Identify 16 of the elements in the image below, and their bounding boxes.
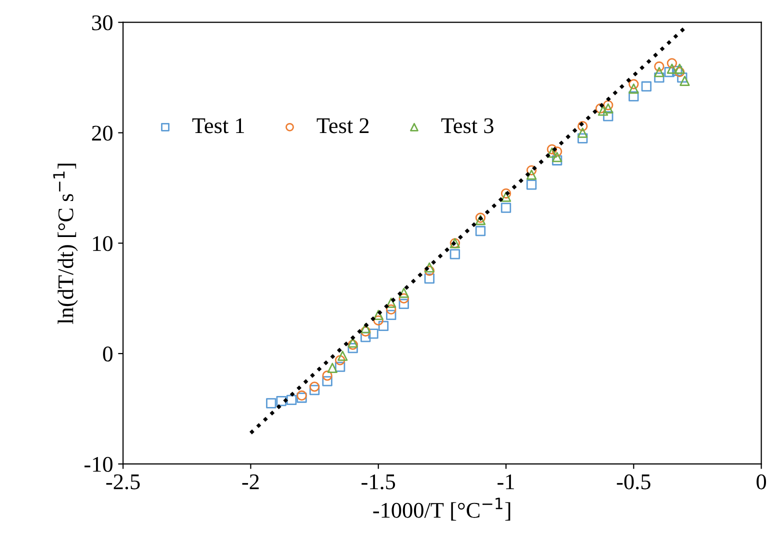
x-tick-label: -1 bbox=[498, 474, 514, 490]
legend-label: Test 3 bbox=[441, 118, 494, 134]
x-tick-label: -0.5 bbox=[616, 474, 650, 490]
y-tick-label: 30 bbox=[92, 15, 112, 30]
x-tick-label: -2 bbox=[242, 474, 259, 490]
y-tick-label: 20 bbox=[92, 126, 112, 141]
x-tick-label: -1.5 bbox=[362, 474, 396, 490]
y-tick-label: 0 bbox=[103, 346, 112, 362]
y-axis-title: ln(dT/dt) [°C s$^{−1}$] bbox=[53, 164, 78, 324]
x-tick-label: 0 bbox=[756, 474, 766, 490]
x-tick-label: -2.5 bbox=[106, 474, 140, 490]
x-axis-title: -1000/T [°C$^{−1}$] bbox=[373, 498, 510, 521]
legend-label: Test 1 bbox=[192, 118, 244, 134]
legend-label: Test 2 bbox=[316, 118, 369, 134]
y-tick-label: 10 bbox=[93, 236, 112, 252]
y-tick-label: -10 bbox=[84, 456, 112, 472]
